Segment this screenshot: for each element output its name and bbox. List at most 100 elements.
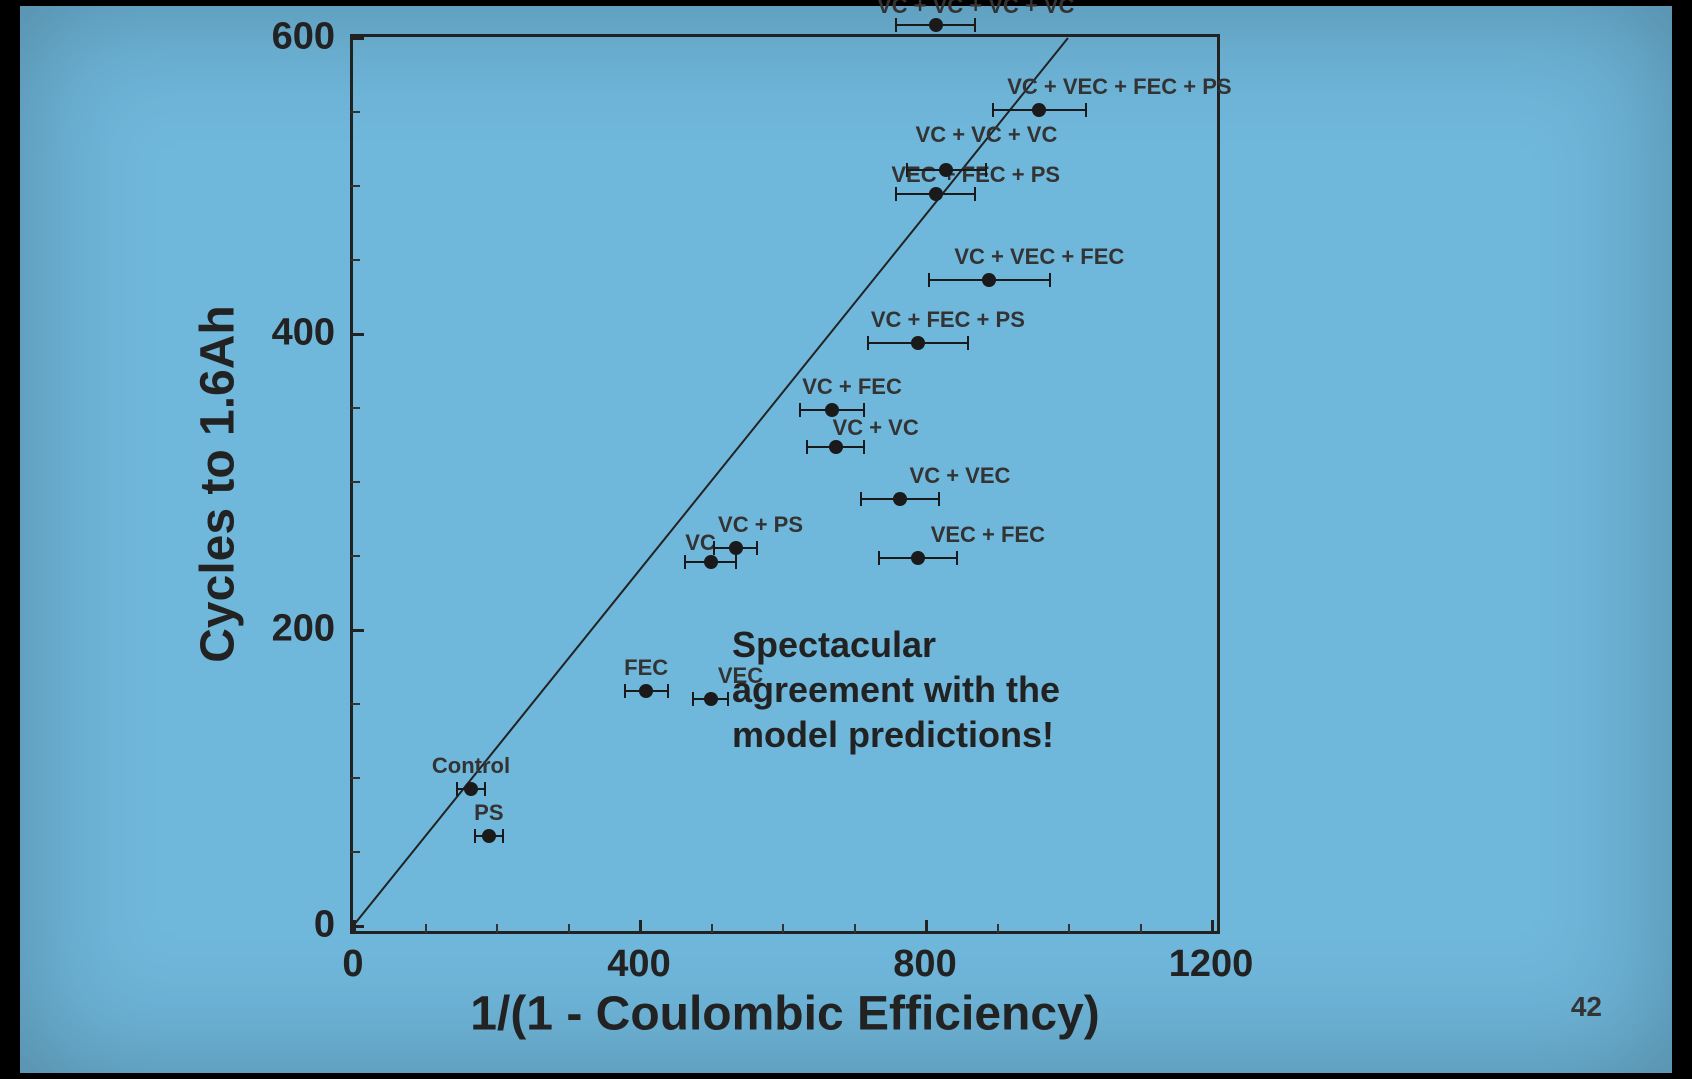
x-axis-title: 1/(1 - Coulombic Efficiency): [470, 987, 1099, 1042]
page-number: 42: [1571, 991, 1602, 1023]
annotation-text: Spectacular agreement with the model pre…: [732, 622, 1060, 757]
error-cap: [974, 187, 976, 201]
y-minor-tick: [351, 555, 360, 557]
x-tick: [1211, 920, 1214, 934]
data-point-label: FEC: [624, 655, 668, 681]
data-point: [482, 829, 496, 843]
error-cap: [806, 440, 808, 454]
x-tick-label: 800: [893, 943, 956, 986]
y-minor-tick: [351, 481, 360, 483]
error-cap: [967, 336, 969, 350]
data-point: [464, 782, 478, 796]
x-tick-label: 400: [607, 943, 670, 986]
error-cap: [692, 692, 694, 706]
y-tick: [350, 37, 364, 40]
data-point-label: VC + FEC: [802, 374, 902, 400]
y-tick-label: 0: [314, 904, 335, 947]
data-point-label: VC + FEC + PS: [871, 307, 1025, 333]
y-minor-tick: [351, 185, 360, 187]
error-cap: [502, 829, 504, 843]
scatter-plot: 020040060004008001200Spectacular agreeme…: [350, 34, 1220, 934]
x-tick: [639, 920, 642, 934]
error-cap: [895, 18, 897, 32]
x-tick-label: 1200: [1169, 943, 1254, 986]
data-point: [911, 336, 925, 350]
data-point-label: Control: [432, 753, 510, 779]
y-minor-tick: [351, 407, 360, 409]
error-cap: [992, 103, 994, 117]
data-point-label: VC + VC: [833, 415, 919, 441]
x-tick: [925, 920, 928, 934]
data-point-label: VEC + FEC: [931, 522, 1045, 548]
data-point-label: VEC: [718, 663, 763, 689]
slide: Cycles to 1.6Ah 1/(1 - Coulombic Efficie…: [20, 6, 1672, 1073]
y-minor-tick: [351, 703, 360, 705]
error-cap: [727, 692, 729, 706]
error-cap: [895, 187, 897, 201]
data-point-label: VC + VEC + FEC + PS: [1007, 74, 1231, 100]
data-point: [893, 492, 907, 506]
error-cap: [956, 551, 958, 565]
x-minor-tick: [425, 924, 427, 933]
data-point: [704, 555, 718, 569]
error-cap: [863, 403, 865, 417]
data-point-label: PS: [474, 800, 503, 826]
data-point-label: VEC + FEC + PS: [891, 162, 1060, 188]
y-minor-tick: [351, 111, 360, 113]
error-cap: [863, 440, 865, 454]
error-cap: [928, 273, 930, 287]
error-cap: [985, 163, 987, 177]
error-cap: [456, 782, 458, 796]
data-point-label: VC + VEC: [910, 463, 1011, 489]
error-cap: [756, 541, 758, 555]
error-cap: [624, 684, 626, 698]
data-point: [729, 541, 743, 555]
data-point-label: VC + PS: [718, 512, 803, 538]
data-point: [829, 440, 843, 454]
data-point-label: VC + VEC + FEC: [954, 244, 1124, 270]
y-tick-label: 400: [272, 312, 335, 355]
error-cap: [667, 684, 669, 698]
data-point: [939, 163, 953, 177]
data-point: [825, 403, 839, 417]
y-tick: [350, 333, 364, 336]
y-tick-label: 600: [272, 16, 335, 59]
error-cap: [1049, 273, 1051, 287]
x-minor-tick: [711, 924, 713, 933]
error-cap: [878, 551, 880, 565]
error-cap: [1085, 103, 1087, 117]
y-minor-tick: [351, 777, 360, 779]
data-point: [929, 18, 943, 32]
x-minor-tick: [997, 924, 999, 933]
data-point: [911, 551, 925, 565]
x-minor-tick: [1068, 924, 1070, 933]
data-point: [982, 273, 996, 287]
data-point: [1032, 103, 1046, 117]
x-minor-tick: [568, 924, 570, 933]
x-minor-tick: [782, 924, 784, 933]
data-point-label: VC + VC + VC: [916, 122, 1058, 148]
error-cap: [684, 555, 686, 569]
y-tick-label: 200: [272, 608, 335, 651]
x-tick-label: 0: [342, 943, 363, 986]
data-point-label: VC + VC + VC + VC: [877, 0, 1074, 19]
x-minor-tick: [496, 924, 498, 933]
error-cap: [713, 541, 715, 555]
y-minor-tick: [351, 851, 360, 853]
y-tick: [350, 629, 364, 632]
x-minor-tick: [854, 924, 856, 933]
error-cap: [860, 492, 862, 506]
error-cap: [867, 336, 869, 350]
data-point: [639, 684, 653, 698]
error-cap: [735, 555, 737, 569]
data-point: [704, 692, 718, 706]
error-cap: [906, 163, 908, 177]
data-point-label: VC: [685, 530, 716, 556]
error-cap: [938, 492, 940, 506]
error-cap: [474, 829, 476, 843]
error-cap: [974, 18, 976, 32]
error-cap: [799, 403, 801, 417]
error-cap: [484, 782, 486, 796]
y-axis-title: Cycles to 1.6Ah: [191, 305, 246, 662]
y-minor-tick: [351, 259, 360, 261]
